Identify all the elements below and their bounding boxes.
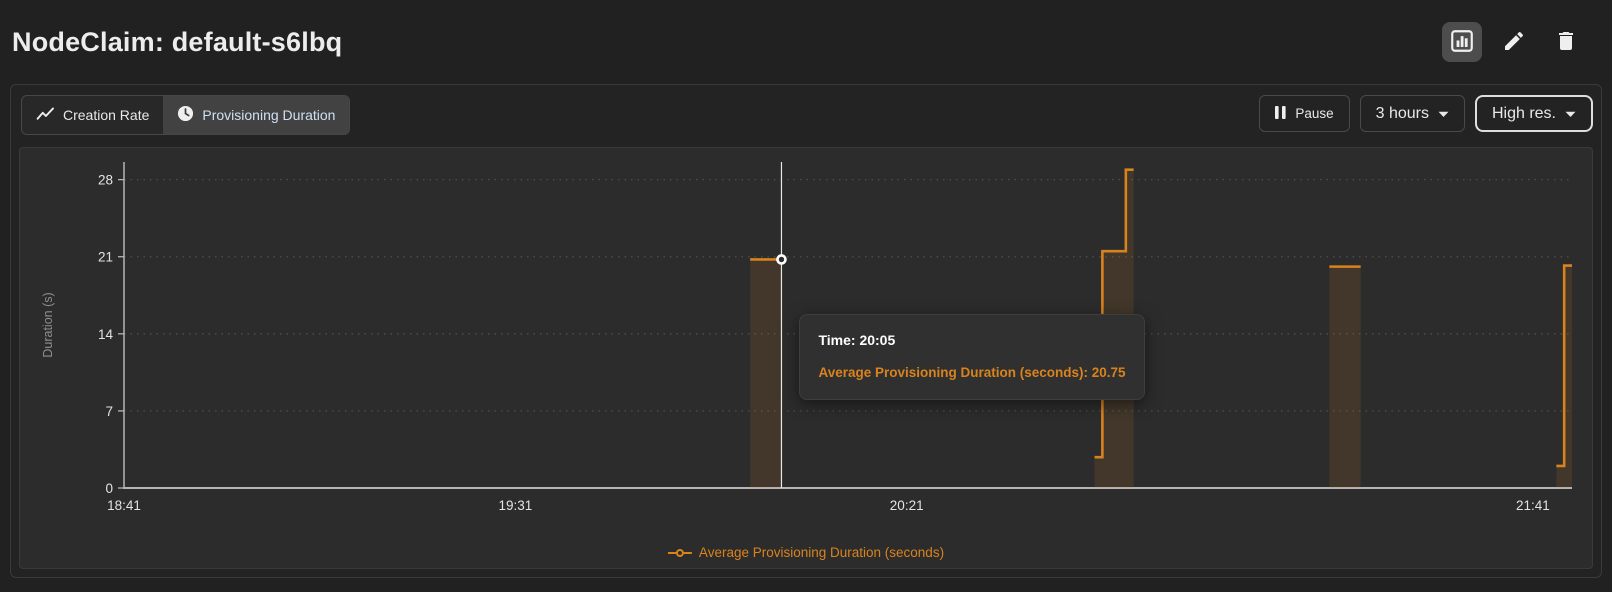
- pause-label: Pause: [1295, 106, 1334, 121]
- tab-label: Provisioning Duration: [202, 107, 336, 123]
- chart-legend[interactable]: Average Provisioning Duration (seconds): [667, 545, 945, 560]
- tab-provisioning-duration[interactable]: Provisioning Duration: [163, 96, 350, 134]
- pause-icon: [1275, 105, 1286, 122]
- time-range-dropdown[interactable]: 3 hours: [1359, 95, 1465, 132]
- provisioning-duration-chart: 0 7 14 21 28 18:41 19:31 20:21 21:41 Duration (s)…: [19, 147, 1593, 569]
- clock-icon: [177, 105, 194, 125]
- nodeclaim-metrics-panel: Creation Rate Provisioning Duration Paus…: [10, 84, 1602, 578]
- trash-icon: [1554, 29, 1578, 56]
- pencil-icon: [1502, 29, 1526, 56]
- time-range-label: 3 hours: [1375, 104, 1429, 122]
- chart-toolbar: Creation Rate Provisioning Duration Paus…: [19, 93, 1593, 135]
- trend-line-icon: [36, 107, 55, 124]
- svg-text:28: 28: [98, 173, 113, 188]
- legend-label: Average Provisioning Duration (seconds): [698, 545, 945, 560]
- svg-text:18:41: 18:41: [107, 498, 141, 513]
- svg-text:21:41: 21:41: [1516, 498, 1550, 513]
- edit-button[interactable]: [1494, 22, 1534, 62]
- svg-text:7: 7: [105, 404, 113, 419]
- delete-button[interactable]: [1546, 22, 1586, 62]
- tab-label: Creation Rate: [63, 107, 150, 123]
- svg-text:0: 0: [105, 481, 113, 496]
- resolution-label: High res.: [1491, 104, 1556, 122]
- resolution-dropdown[interactable]: High res.: [1474, 95, 1593, 132]
- header-actions: [1442, 22, 1586, 62]
- pause-button[interactable]: Pause: [1259, 95, 1350, 132]
- page: NodeClaim: default-s6lbq: [10, 0, 1602, 578]
- legend-marker-icon: [667, 548, 692, 558]
- chevron-down-icon: [1565, 105, 1576, 123]
- svg-text:20:21: 20:21: [890, 498, 924, 513]
- page-header: NodeClaim: default-s6lbq: [10, 0, 1602, 84]
- svg-text:19:31: 19:31: [498, 498, 532, 513]
- chart-plot[interactable]: 0 7 14 21 28 18:41 19:31 20:21 21:41 Duration (s): [20, 148, 1593, 568]
- chart-view-button[interactable]: [1442, 22, 1482, 62]
- bar-chart-icon: [1449, 28, 1475, 57]
- svg-text:21: 21: [98, 250, 113, 265]
- svg-text:14: 14: [98, 327, 114, 342]
- metric-tabs: Creation Rate Provisioning Duration: [21, 95, 351, 135]
- svg-text:Duration (s): Duration (s): [41, 292, 55, 357]
- tab-creation-rate[interactable]: Creation Rate: [22, 96, 163, 134]
- toolbar-right: Pause 3 hours High res.: [1259, 95, 1593, 132]
- page-title: NodeClaim: default-s6lbq: [12, 26, 343, 57]
- chevron-down-icon: [1438, 105, 1449, 123]
